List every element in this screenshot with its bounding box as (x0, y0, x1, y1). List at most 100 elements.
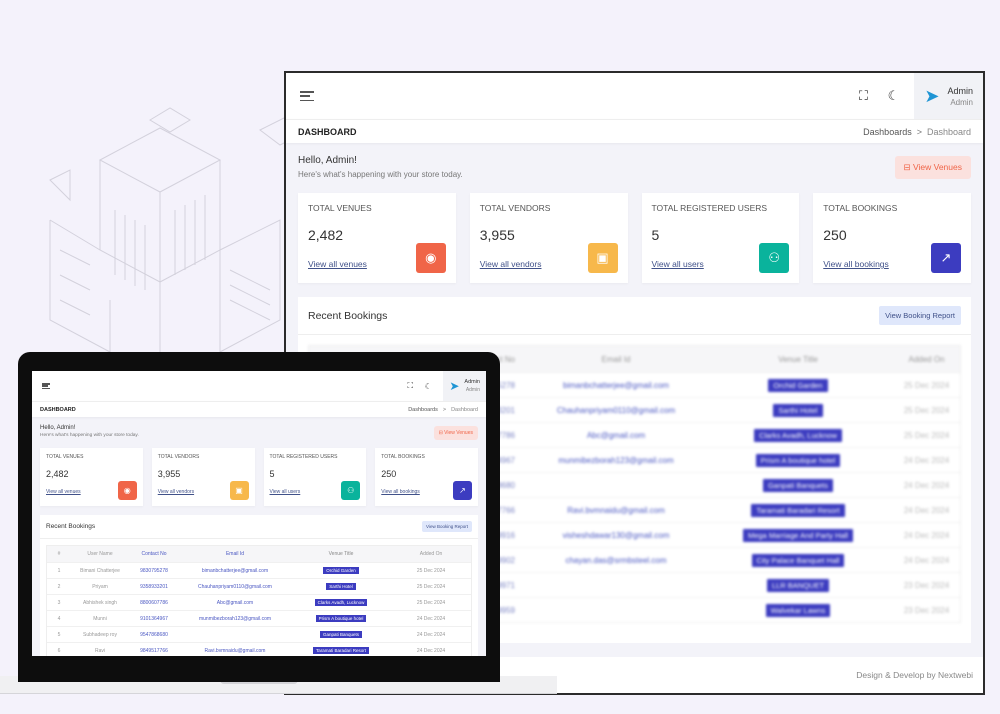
recent-bookings-title: Recent Bookings (46, 523, 96, 530)
venue-cell: Orchid Garden (291, 566, 391, 574)
venue-badge: Ganpati Banquets (762, 478, 834, 492)
venue-cell: Taramati Baradari Resort (703, 503, 893, 517)
user-cell: Munni (93, 615, 107, 622)
date-cell: 25 Dec 2024 (903, 380, 950, 390)
view-all-vendors-link[interactable]: View all vendors (479, 259, 542, 269)
column-header: Added On (419, 551, 443, 557)
view-all-users-link[interactable]: View all users (651, 259, 704, 269)
column-header: User Name (87, 551, 113, 557)
profile-name: Admin (947, 85, 973, 96)
topbar: ⛶ ☾ ➤ Admin Admin (32, 371, 486, 401)
venue-cell: Ganpati Banquets (703, 478, 893, 492)
fullscreen-icon[interactable]: ⛶ (858, 88, 868, 103)
greeting: Hello, Admin! (298, 155, 357, 166)
venue-cell: Sarthi Hotel (291, 582, 391, 590)
view-booking-report-button[interactable]: View Booking Report (879, 306, 961, 325)
stat-label: TOTAL VENUES (46, 454, 84, 460)
index-cell: 5 (57, 631, 61, 638)
table-row: 1 Bimani Chatterjee 9830795278 bimanbchatte… (47, 562, 471, 578)
email-cell: bimanbchatterjee@gmail.com (201, 567, 269, 574)
view-all-vendors-link[interactable]: View all vendors (157, 489, 195, 495)
venue-badge: Prism A boutique hotel (755, 453, 841, 467)
users-icon: ⚇ (759, 243, 790, 273)
user-cell: Subhadeep roy (83, 631, 117, 638)
stat-card-users: TOTAL REGISTERED USERS 5 View all users … (641, 193, 800, 283)
column-header: Venue Title (778, 354, 818, 364)
table-row: 6 Ravi 9849517766 Ravi.bvmnaidu@gmail.com Ta… (47, 642, 471, 656)
stat-card-venues: TOTAL VENUES 2,482 View all venues ◉ (298, 193, 456, 283)
breadcrumb-separator: > (916, 126, 922, 137)
dark-mode-moon-icon[interactable]: ☾ (887, 88, 900, 103)
column-header: Email Id (225, 551, 245, 557)
email-cell: Abc@gmail.com (586, 430, 646, 440)
date-cell: 24 Dec 2024 (903, 555, 950, 565)
date-cell: 24 Dec 2024 (416, 647, 446, 654)
stat-label: TOTAL BOOKINGS (823, 203, 898, 213)
view-all-users-link[interactable]: View all users (269, 489, 301, 495)
stat-value: 2,482 (46, 469, 69, 479)
venue-cell: Clarks Avadh, Lucknow (703, 428, 893, 442)
home-icon: ◉ (415, 243, 446, 273)
users-icon: ⚇ (341, 481, 361, 500)
stat-label: TOTAL VENUES (308, 203, 372, 213)
view-all-venues-link[interactable]: View all venues (46, 489, 81, 495)
user-cell: Priyam (92, 583, 108, 590)
bookings-table: # User Name Contact No Email Id Venue Ti… (46, 545, 472, 656)
page-title-bar: DASHBOARD Dashboards > Dashboard (286, 119, 983, 143)
view-all-bookings-link[interactable]: View all bookings (381, 489, 420, 495)
stat-label: TOTAL REGISTERED USERS (651, 203, 768, 213)
stat-label: TOTAL REGISTERED USERS (269, 454, 338, 460)
column-header: Venue Title (328, 551, 354, 557)
date-cell: 24 Dec 2024 (903, 455, 950, 465)
venue-badge: Taramati Baradari Resort (312, 646, 370, 654)
venue-badge: City Palace Banquet Hall (751, 553, 845, 567)
venue-cell: Prism A boutique hotel (703, 453, 893, 467)
email-cell: Ravi.bvmnaidu@gmail.com (567, 505, 665, 515)
stat-value: 2,482 (308, 227, 344, 243)
view-all-bookings-link[interactable]: View all bookings (823, 259, 889, 269)
menu-toggle-icon[interactable] (300, 91, 314, 101)
column-header: Contact No (141, 551, 167, 557)
fullscreen-icon[interactable]: ⛶ (407, 381, 414, 390)
date-cell: 24 Dec 2024 (416, 615, 446, 622)
view-booking-report-button[interactable]: View Booking Report (422, 521, 472, 532)
breadcrumb-dashboards[interactable]: Dashboards (408, 406, 438, 413)
laptop-screen: ⛶ ☾ ➤ Admin Admin DASHBOARD Dashboards > D… (32, 371, 486, 656)
view-all-venues-link[interactable]: View all venues (308, 259, 367, 269)
venue-badge: Orchid Garden (323, 566, 359, 574)
profile-role: Admin (465, 387, 480, 393)
stat-value: 250 (381, 469, 397, 479)
column-header: Email Id (601, 354, 631, 364)
date-cell: 24 Dec 2024 (903, 480, 950, 490)
breadcrumb-separator: > (442, 406, 447, 413)
dark-mode-moon-icon[interactable]: ☾ (424, 381, 432, 391)
view-venues-button[interactable]: ⊟ View Venues (894, 156, 971, 179)
stat-value: 3,955 (157, 469, 181, 479)
date-cell: 25 Dec 2024 (903, 430, 950, 440)
column-header: # (57, 551, 61, 557)
greeting-subtitle: Here's what's happening with your store … (298, 170, 463, 179)
profile-menu[interactable]: ➤ Admin Admin (914, 73, 983, 119)
venue-cell: Mega Marriage And Party Hall (703, 528, 893, 542)
stat-value: 5 (269, 469, 275, 479)
contact-cell: 9849517766 (140, 647, 168, 654)
breadcrumb-current: Dashboard (451, 406, 478, 413)
stat-label: TOTAL VENDORS (157, 454, 200, 460)
venue-badge: Sarthi Hotel (326, 582, 356, 590)
stat-card-vendors: TOTAL VENDORS 3,955 View all vendors ▣ (151, 448, 255, 506)
breadcrumb: Dashboards > Dashboard (863, 127, 971, 137)
chart-icon: ↗ (931, 243, 961, 273)
venue-cell: Sarthi Hotel (703, 403, 893, 417)
view-venues-button[interactable]: ⊟ View Venues (433, 426, 478, 440)
menu-toggle-icon[interactable] (42, 383, 50, 389)
profile-name: Admin (464, 379, 480, 385)
profile-menu[interactable]: ➤ Admin Admin (443, 371, 486, 401)
breadcrumb-dashboards[interactable]: Dashboards (863, 126, 912, 137)
venue-cell: Orchid Garden (703, 378, 893, 392)
venue-badge: Clarks Avadh, Lucknow (754, 428, 842, 442)
stat-card-vendors: TOTAL VENDORS 3,955 View all vendors ▣ (469, 193, 628, 283)
email-cell: bimanbchatterjee@gmail.com (563, 380, 669, 390)
greeting: Hello, Admin! (40, 425, 76, 431)
greeting-subtitle: Here's what's happening with your store … (40, 433, 139, 438)
contact-cell: 9830795278 (140, 567, 168, 574)
